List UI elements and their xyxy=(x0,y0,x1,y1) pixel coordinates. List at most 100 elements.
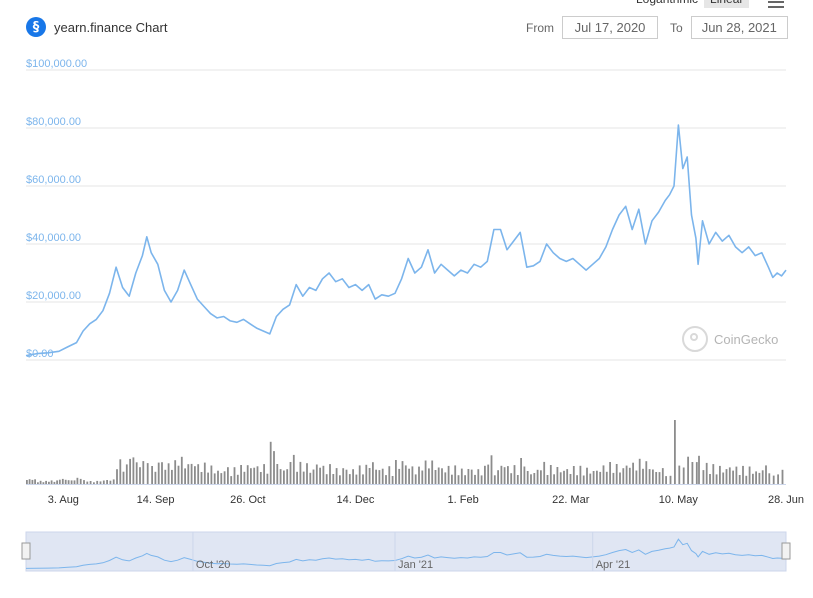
from-date-input[interactable]: Jul 17, 2020 xyxy=(562,16,658,39)
volume-bar xyxy=(441,468,443,484)
volume-bar xyxy=(745,475,748,484)
navigator-line xyxy=(25,538,787,569)
x-tick-label: 14. Sep xyxy=(137,494,175,506)
volume-bar xyxy=(530,474,532,484)
volume-bar xyxy=(34,479,36,484)
volume-bar xyxy=(500,465,503,484)
volume-bar xyxy=(213,473,216,484)
volume-bar xyxy=(464,475,466,484)
volume-bar xyxy=(533,473,536,484)
scale-option-logarithmic[interactable]: Logarithmic xyxy=(630,0,704,8)
volume-bar xyxy=(89,481,92,484)
volume-bar xyxy=(605,471,608,484)
volume-bar xyxy=(431,460,434,484)
volume-bar xyxy=(752,473,754,484)
volume-bar xyxy=(414,474,417,484)
volume-bar xyxy=(26,480,28,484)
volume-bar xyxy=(669,475,672,484)
volume-bar xyxy=(368,468,371,484)
volume-bar xyxy=(86,481,89,484)
volume-bar xyxy=(556,467,559,484)
volume-bar xyxy=(477,469,480,484)
watermark-text: CoinGecko xyxy=(714,331,779,347)
volume-bar xyxy=(73,480,76,484)
volume-bar xyxy=(652,469,654,484)
volume-bar xyxy=(428,468,430,484)
navigator-label: Apr '21 xyxy=(596,559,631,571)
coingecko-logo-icon xyxy=(682,326,708,352)
volume-bar xyxy=(553,474,555,484)
hamburger-menu-icon[interactable] xyxy=(768,0,784,8)
volume-bar xyxy=(309,472,312,484)
volume-bar xyxy=(559,472,562,484)
volume-bar xyxy=(289,462,292,484)
volume-bar xyxy=(484,465,486,484)
volume-bar xyxy=(682,467,685,484)
volume-bar xyxy=(119,459,122,484)
volume-bar xyxy=(576,475,578,484)
volume-bar xyxy=(210,465,213,484)
volume-bar xyxy=(302,471,305,484)
x-tick-label: 22. Mar xyxy=(552,494,590,506)
volume-bar xyxy=(619,472,621,484)
volume-bar xyxy=(768,473,771,484)
volume-bar xyxy=(325,474,328,484)
chart-title: yearn.finance Chart xyxy=(54,19,168,35)
volume-bar xyxy=(142,461,145,484)
navigator-label: Jan '21 xyxy=(398,559,433,571)
volume-bar xyxy=(520,458,522,484)
volume-bar xyxy=(220,473,223,484)
volume-bar xyxy=(53,481,56,484)
to-date-input[interactable]: Jun 28, 2021 xyxy=(690,16,788,39)
volume-bar xyxy=(99,481,102,484)
x-tick-label: 1. Feb xyxy=(448,494,479,506)
volume-bar xyxy=(589,473,592,484)
volume-bar xyxy=(497,470,499,484)
volume-bar xyxy=(299,461,302,484)
volume-bar xyxy=(286,469,289,484)
volume-bar xyxy=(58,479,61,484)
volume-bar xyxy=(31,479,34,484)
volume-bar xyxy=(602,465,605,484)
volume-bar xyxy=(243,471,246,484)
volume-bar xyxy=(480,475,483,484)
volume-bar xyxy=(772,475,775,484)
volume-bar xyxy=(761,470,764,484)
volume-bar xyxy=(200,472,203,484)
volume-bar xyxy=(362,474,364,484)
volume-bar xyxy=(342,468,345,484)
volume-bar xyxy=(661,468,664,484)
volume-bar xyxy=(93,482,95,484)
volume-bar xyxy=(546,475,549,484)
x-tick-label: 14. Dec xyxy=(337,494,375,506)
volume-bar xyxy=(381,468,384,484)
volume-bar xyxy=(322,465,325,484)
volume-bar xyxy=(678,465,681,484)
volume-bar xyxy=(709,474,711,484)
y-tick-label: $40,000.00 xyxy=(26,232,81,244)
volume-bar xyxy=(444,472,447,484)
volume-bar xyxy=(592,471,595,484)
volume-bar xyxy=(566,469,569,484)
volume-bar xyxy=(385,475,387,484)
volume-bar xyxy=(106,480,108,484)
volume-bar xyxy=(355,474,358,484)
volume-bar xyxy=(48,481,50,484)
volume-bar xyxy=(246,465,249,484)
volume-bar xyxy=(622,468,625,484)
volume-bar xyxy=(642,468,644,484)
navigator-left-handle[interactable] xyxy=(21,542,31,560)
volume-bar xyxy=(503,467,506,484)
volume-bar xyxy=(398,468,401,484)
navigator-label: Oct '20 xyxy=(196,559,231,571)
scale-option-linear[interactable]: Linear xyxy=(704,0,750,8)
volume-bar xyxy=(437,467,440,484)
volume-bar xyxy=(451,474,453,484)
volume-bar xyxy=(56,480,58,484)
navigator-right-handle[interactable] xyxy=(781,542,791,560)
volume-bar xyxy=(599,471,602,484)
volume-bar xyxy=(102,480,105,484)
volume-bar xyxy=(536,469,539,484)
volume-bar xyxy=(157,462,160,484)
